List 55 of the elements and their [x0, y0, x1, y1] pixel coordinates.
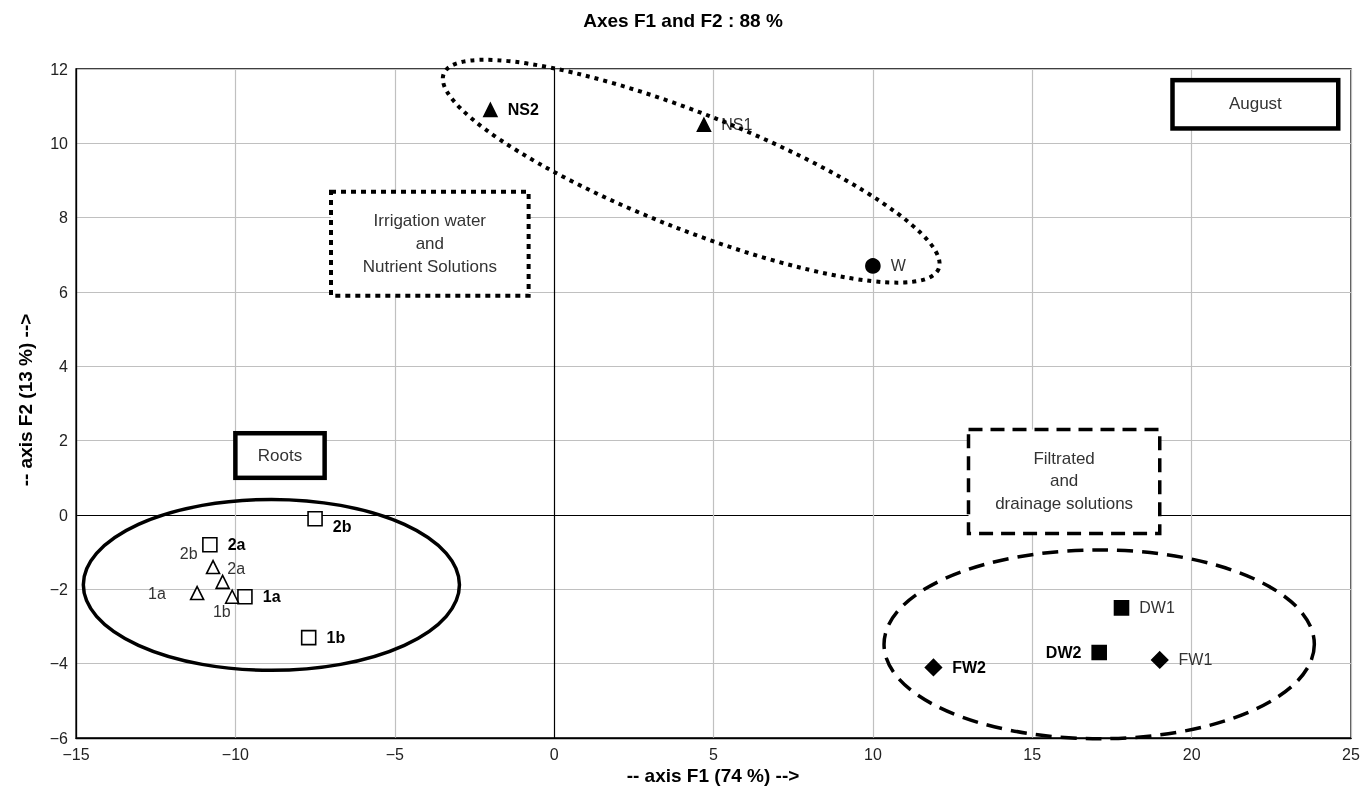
- point: [696, 117, 712, 133]
- annotation: DW2: [1045, 644, 1082, 662]
- point: [865, 258, 881, 274]
- point: [1150, 651, 1169, 669]
- point: [237, 588, 253, 605]
- x-tick-label: −10: [221, 745, 250, 763]
- point: [300, 629, 317, 646]
- y-tick-label: 8: [59, 209, 69, 227]
- point: [307, 510, 323, 527]
- x-axis-title: -- axis F1 (74 %) -->: [626, 765, 800, 787]
- y-tick-label: −6: [49, 729, 69, 747]
- point: [215, 574, 230, 590]
- annotation: W: [890, 257, 907, 275]
- annotation: August: [1228, 92, 1282, 115]
- annotation: 1b: [212, 602, 231, 620]
- x-tick-label: −15: [62, 745, 90, 763]
- chart-title: Axes F1 and F2 : 88 %: [583, 10, 783, 31]
- y-tick-label: 0: [59, 506, 69, 524]
- point: [483, 102, 498, 118]
- annotation: Filtrated and drainage solutions: [995, 447, 1134, 515]
- point: [205, 559, 221, 575]
- y-axis-title: -- axis F2 (13 %) -->: [15, 313, 37, 487]
- y-tick-label: 12: [50, 60, 69, 78]
- annotation: Irrigation water and Nutrient Solutions: [362, 209, 497, 278]
- annotation: 2a: [227, 536, 246, 554]
- x-tick-label: 5: [709, 745, 719, 763]
- point: [1113, 600, 1130, 616]
- y-tick-label: −4: [49, 655, 69, 673]
- point: [202, 536, 218, 553]
- x-tick-label: 10: [863, 745, 882, 763]
- y-tick-label: 4: [59, 357, 69, 375]
- x-tick-label: 0: [549, 745, 559, 763]
- annotation: 1a: [262, 588, 281, 606]
- annotation: 2b: [332, 518, 352, 536]
- x-tick-label: 25: [1342, 745, 1360, 763]
- point: [224, 589, 240, 605]
- y-tick-label: −2: [49, 580, 69, 598]
- annotation: 2a: [227, 560, 246, 578]
- annotation: 2b: [179, 545, 198, 563]
- annotation: FW2: [952, 658, 987, 676]
- x-tick-label: −5: [385, 745, 404, 763]
- point: [189, 585, 205, 601]
- annotation: Roots: [257, 444, 303, 467]
- annotation: 1a: [148, 584, 166, 602]
- annotation: FW1: [1178, 651, 1213, 669]
- annotation: NS2: [507, 101, 539, 119]
- x-tick-label: 20: [1182, 745, 1201, 763]
- point: [1091, 644, 1107, 661]
- annotation: 1b: [326, 629, 346, 647]
- annotation: DW1: [1139, 599, 1175, 617]
- y-tick-label: 6: [59, 283, 69, 301]
- x-tick-label: 15: [1023, 745, 1042, 763]
- y-tick-label: 2: [59, 432, 69, 450]
- point: [924, 658, 943, 677]
- y-tick-label: 10: [50, 134, 69, 152]
